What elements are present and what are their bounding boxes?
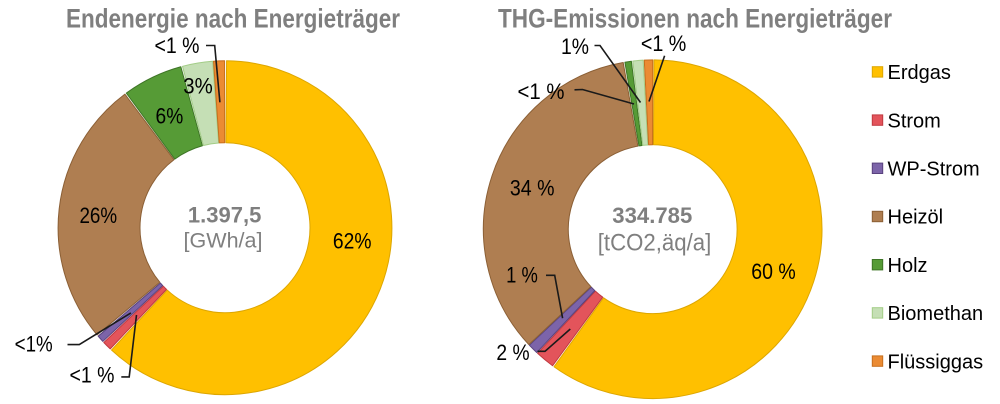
svg-text:1 %: 1 % (506, 262, 538, 287)
svg-text:Flüssiggas: Flüssiggas (888, 351, 984, 373)
svg-text:WP-Strom: WP-Strom (888, 159, 980, 181)
svg-text:34 %: 34 % (510, 176, 555, 201)
svg-text:<1 %: <1 % (518, 79, 565, 104)
svg-text:334.785: 334.785 (612, 203, 692, 228)
svg-text:1%: 1% (561, 34, 589, 59)
svg-text:1.397,5: 1.397,5 (188, 202, 262, 227)
svg-text:60 %: 60 % (751, 259, 796, 284)
svg-text:Holz: Holz (888, 255, 928, 277)
svg-text:6%: 6% (156, 104, 184, 129)
svg-text:<1 %: <1 % (70, 363, 115, 388)
svg-text:3%: 3% (183, 73, 213, 98)
svg-text:Strom: Strom (888, 110, 941, 132)
svg-text:Endenergie nach Energieträger: Endenergie nach Energieträger (66, 4, 400, 34)
svg-text:26%: 26% (79, 203, 117, 228)
svg-text:<1 %: <1 % (155, 33, 200, 58)
svg-text:[tCO2,äq/a]: [tCO2,äq/a] (598, 230, 712, 257)
svg-text:62%: 62% (333, 229, 372, 254)
svg-text:THG-Emissionen nach Energieträ: THG-Emissionen nach Energieträger (498, 4, 892, 34)
svg-text:Erdgas: Erdgas (888, 62, 951, 84)
svg-text:Biomethan: Biomethan (888, 303, 984, 325)
svg-text:<1%: <1% (15, 331, 53, 356)
svg-text:<1 %: <1 % (641, 31, 687, 56)
svg-text:Heizöl: Heizöl (888, 207, 944, 229)
svg-text:2 %: 2 % (496, 340, 529, 365)
svg-text:[GWh/a]: [GWh/a] (184, 230, 263, 253)
